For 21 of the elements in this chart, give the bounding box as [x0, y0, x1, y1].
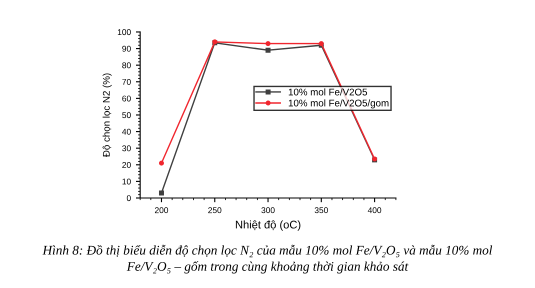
x-tick-label: 200	[154, 207, 168, 214]
y-tick-label: 20	[122, 162, 131, 168]
y-tick-label: 30	[122, 145, 131, 152]
y-tick-label: 60	[122, 96, 131, 102]
x-tick-label: 300	[261, 207, 275, 214]
x-tick-label: 400	[368, 207, 382, 214]
text: Hình 8: Đồ thị biểu diễn độ chọn lọc N₂ của mẫu 10% mol Fe/V₂O₅ và mẫu 10% mol Fe/V₂O₅ – gốm trong cùng khoảng thời gian khảo sát	[42, 244, 492, 274]
y-axis-title: Độ chọn lọc N2 (%)	[102, 73, 112, 158]
y-tick-label: 70	[122, 78, 131, 85]
y-tick-label: 90	[122, 46, 131, 52]
legend-label: 10% mol Fe/V2O5	[288, 88, 368, 96]
y-tick-label: 100	[118, 29, 131, 36]
y-tick-label: 0	[126, 195, 131, 202]
x-tick-label: 250	[208, 207, 222, 214]
y-tick-label: 10	[122, 178, 131, 184]
y-tick-label: 80	[122, 62, 131, 68]
y-tick-label: 50	[122, 112, 131, 118]
x-axis-title: Nhiệt độ (oC)	[236, 220, 300, 231]
x-tick-label: 350	[314, 207, 328, 214]
y-tick-label: 40	[122, 128, 131, 135]
legend-label: 10% mol Fe/V2O5/gom	[288, 99, 388, 108]
